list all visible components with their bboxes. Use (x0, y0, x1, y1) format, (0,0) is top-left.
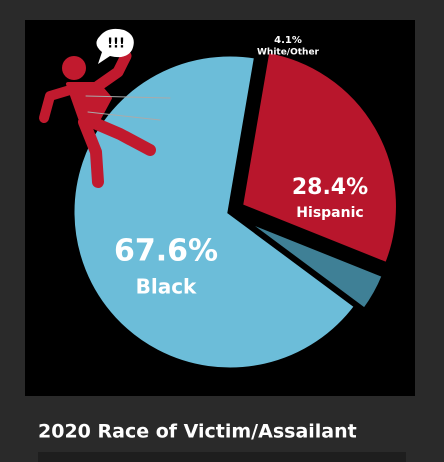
falling-figure-icon (39, 50, 171, 188)
slice-value-label: 67.6% (114, 234, 218, 269)
pie-slice (236, 214, 388, 315)
slice-category-label: Black (136, 275, 197, 299)
bottom-strip (38, 452, 406, 462)
pie-slice (237, 47, 401, 269)
slice-value-label: 28.4% (292, 175, 368, 200)
speech-bubble (96, 28, 134, 64)
slice-category-label: White/Other (257, 48, 320, 58)
speech-bubble-text: !!! (107, 37, 125, 52)
pie-slice (69, 51, 361, 373)
slice-category-label: Hispanic (296, 205, 363, 221)
chart-title: 2020 Race of Victim/Assailant (38, 421, 357, 443)
pie (69, 47, 401, 373)
slice-value-label: 4.1% (274, 35, 302, 46)
